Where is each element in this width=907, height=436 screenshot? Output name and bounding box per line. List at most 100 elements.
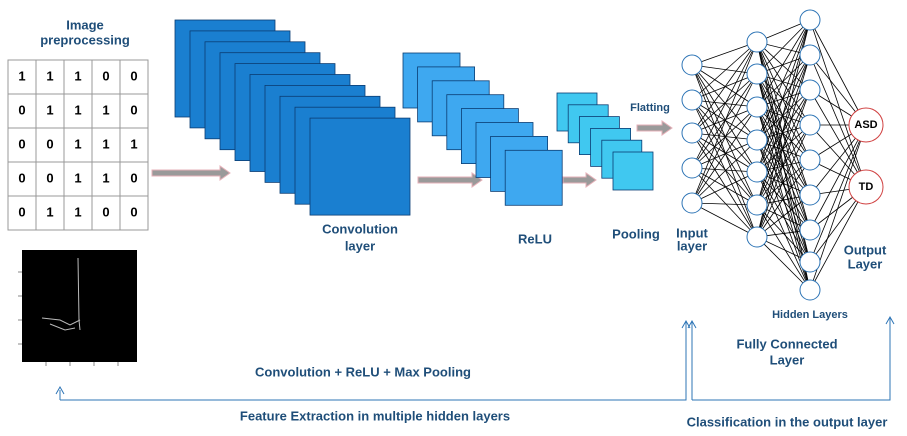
connection [756,236,811,291]
neuron [799,9,821,31]
neuron [799,279,821,301]
matrix-value: 1 [46,102,53,117]
matrix-value: 1 [18,68,25,83]
connection [691,73,758,134]
connection [756,124,811,173]
neuron [746,31,768,53]
connection [691,202,758,238]
connection [809,19,867,126]
feature-label: Feature Extraction in multiple hidden la… [240,408,510,423]
preprocessing-title: preprocessing [40,32,130,47]
connection [809,124,867,231]
output-label: Output [844,242,887,257]
connection [756,19,811,108]
matrix-value: 1 [74,136,81,151]
matrix-value: 0 [46,136,53,151]
connection [756,89,811,206]
connection [691,41,758,169]
connection [756,54,811,141]
conv-label: layer [345,238,375,253]
connection [691,64,758,206]
connection [756,73,811,126]
neuron [681,192,703,214]
output-label: TD [859,181,874,193]
hidden-label: Hidden Layers [772,309,848,321]
matrix-value: 0 [130,102,137,117]
matrix-border [7,59,149,231]
neuron [746,129,768,151]
arrow [151,165,231,181]
connection [691,41,758,204]
connection [756,106,811,161]
connection [691,99,758,173]
connection [691,106,758,134]
arrow [636,120,673,136]
matrix-value: 0 [18,136,25,151]
matrix-value: 0 [102,204,109,219]
output-neuron [848,107,884,143]
matrix-value: 1 [46,204,53,219]
relu-label: ReLU [518,231,552,246]
connection [691,64,758,75]
connection [691,132,758,238]
classification-label: Classification in the output layer [687,414,888,429]
connection [691,64,758,141]
connections [691,19,867,291]
connection [756,139,811,231]
connection [809,19,867,188]
matrix-cell [119,195,149,231]
preprocessed-image [18,250,137,366]
connection [691,73,758,169]
connection [756,19,811,173]
connection [691,106,758,204]
connection [756,106,811,196]
output-label: Layer [848,256,883,271]
connection [691,171,758,204]
neuron [746,226,768,248]
input-label: Input [676,225,708,240]
matrix-value: 0 [102,68,109,83]
matrix-value: 1 [102,170,109,185]
connection [756,171,811,263]
connection [691,64,758,173]
connection [756,41,811,91]
connection [756,124,811,206]
connection [756,194,811,238]
relu-map [504,149,563,206]
connection [756,19,811,141]
neuron [799,219,821,241]
connection [756,139,811,196]
fc-label: Layer [770,352,805,367]
stage-label: Convolution + ReLU + Max Pooling [255,364,471,379]
matrix-value: 1 [74,204,81,219]
output-neuron [848,169,884,205]
connection [756,124,811,238]
neuron [681,89,703,111]
connection [691,167,758,173]
arrow [562,172,597,188]
fc-label: Fully Connected [736,336,837,351]
connection [756,89,811,238]
connection [756,73,811,161]
connection [691,132,758,141]
conv-label: Convolution [322,221,398,236]
connection [809,89,867,188]
connection [691,41,758,134]
matrix-value: 1 [46,68,53,83]
connection [756,159,811,238]
neuron [799,184,821,206]
class-bracket [691,318,891,401]
connection [756,159,811,206]
neuron [799,114,821,136]
connection [809,54,867,188]
connection [691,64,758,238]
neuron [681,157,703,179]
connection [756,19,811,75]
output-label: ASD [854,119,877,131]
neuron [681,54,703,76]
connection [691,132,758,173]
connection [691,41,758,66]
neuron [746,96,768,118]
